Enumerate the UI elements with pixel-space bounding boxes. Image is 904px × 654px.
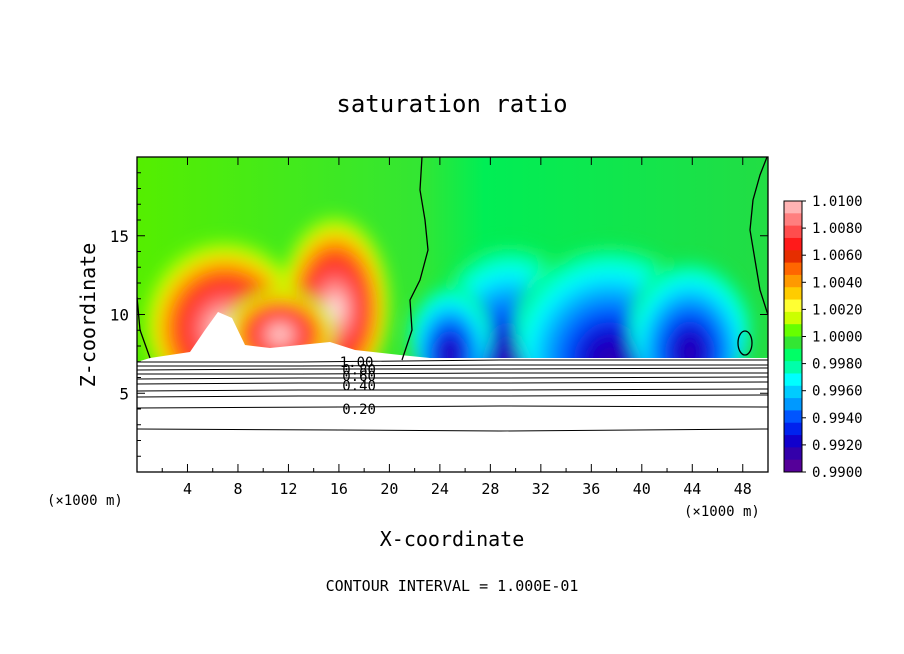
colorbar-label: 1.0000 [812, 330, 863, 346]
colorbar-swatch [784, 287, 802, 301]
contour-lines [136, 359, 769, 432]
colorbar-swatch [784, 348, 802, 362]
x-tick-label: 36 [582, 480, 600, 498]
contour-label: 1.00 [340, 355, 374, 371]
footer-contour-interval: CONTOUR INTERVAL = 1.000E-01 [326, 577, 579, 595]
colorbar-label: 1.0100 [812, 194, 863, 210]
x-tick-label: 24 [431, 480, 449, 498]
colorbar-swatch [784, 213, 802, 227]
colorbar-swatch [784, 274, 802, 288]
contour-label: 0.20 [342, 402, 376, 418]
heatmap-field [137, 157, 768, 362]
x-tick-label: 40 [633, 480, 651, 498]
colorbar: 1.0100 1.0080 1.0060 1.0040 1.0020 1.0000 0.99… [783, 194, 863, 481]
x-tick-label: 32 [532, 480, 550, 498]
x-tick-label: 12 [279, 480, 297, 498]
colorbar-swatch [784, 336, 802, 350]
y-tick-label: 5 [119, 384, 129, 403]
contour-label: 0.60 [342, 369, 376, 385]
x-tick-label: 44 [683, 480, 701, 498]
y-tick-label: 10 [110, 306, 129, 325]
colorbar-swatch [784, 324, 802, 337]
colorbar-label: 0.9980 [812, 357, 863, 373]
contour-labels: 1.000.800.600.40 0.20 [340, 355, 376, 418]
colorbar-swatch [784, 262, 802, 276]
colorbar-swatch [784, 373, 802, 387]
colorbar-swatch [784, 459, 802, 473]
y-axis: 5 10 15 [110, 172, 768, 457]
y-axis-label: Z-coordinate [76, 243, 100, 388]
colorbar-swatch [784, 361, 802, 374]
contour-label: 0.80 [342, 363, 376, 379]
colorbar-swatch [784, 398, 802, 411]
x-tick-label: 4 [183, 480, 192, 498]
colorbar-swatch [784, 311, 802, 325]
x-tick-label: 48 [734, 480, 752, 498]
colorbar-label: 1.0060 [812, 248, 863, 264]
colorbar-swatch [784, 250, 802, 264]
colorbar-label: 0.9960 [812, 384, 863, 400]
y-tick-label: 15 [110, 227, 129, 246]
colorbar-swatch [784, 410, 802, 424]
colorbar-label: 1.0080 [812, 221, 863, 237]
colorbar-label: 0.9920 [812, 438, 863, 454]
colorbar-swatch [784, 201, 802, 214]
x-axis: 4 8 12 16 20 24 28 32 36 40 44 48 [161, 157, 752, 498]
colorbar-swatch [784, 435, 802, 448]
x-tick-label: 16 [330, 480, 348, 498]
chart-title: saturation ratio [336, 90, 567, 118]
colorbar-swatch [784, 447, 802, 461]
colorbar-swatch [784, 299, 802, 313]
x-tick-label: 28 [481, 480, 499, 498]
x-tick-label: 8 [233, 480, 242, 498]
colorbar-swatch [784, 422, 802, 436]
colorbar-label: 0.9900 [812, 465, 863, 481]
x-axis-label: X-coordinate [380, 527, 525, 551]
colorbar-swatch [784, 225, 802, 239]
colorbar-label: 1.0040 [812, 275, 863, 291]
x-unit-left: (×1000 m) [47, 493, 123, 509]
contour-label: 0.40 [342, 378, 376, 394]
x-unit-right: (×1000 m) [684, 504, 760, 520]
colorbar-label: 0.9940 [812, 411, 863, 427]
colorbar-label: 1.0020 [812, 302, 863, 318]
colorbar-swatch [784, 385, 802, 399]
x-tick-label: 20 [380, 480, 398, 498]
colorbar-swatch [784, 237, 802, 251]
